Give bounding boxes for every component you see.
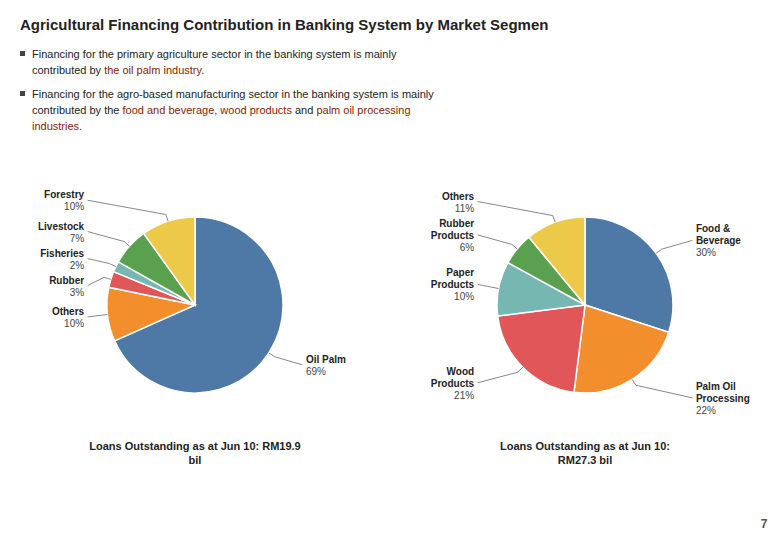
slice-label-line: Palm Oil (696, 381, 736, 392)
annotation-segment: Financing for the primary agriculture se… (32, 48, 397, 60)
annotation-line: contributed by the food and beverage, wo… (32, 104, 411, 116)
slices (107, 217, 283, 393)
slice-label-line: Fisheries (40, 248, 84, 259)
value-label: 11% (455, 203, 474, 214)
annotation-segment: Financing for the agro-based manufacturi… (32, 88, 434, 100)
leader-line (478, 235, 518, 249)
value-label: 22% (696, 405, 716, 416)
annotation-segment: and (292, 104, 316, 116)
slice-label-line: Oil Palm (306, 354, 346, 365)
slice-label-line: Others (442, 191, 475, 202)
slice-label: Livestock (38, 221, 85, 232)
pie-slice (574, 305, 669, 393)
value-label: 69% (306, 366, 326, 377)
annotation-segment: palm oil processing (316, 104, 410, 116)
pie-slice (498, 305, 585, 392)
pie-chart: Food &Beverage30% Palm OilProcessing22% Wo… (431, 191, 750, 416)
slice-label-line: Products (431, 378, 475, 389)
value-label: 10% (454, 291, 474, 302)
value-label: 7% (70, 233, 85, 244)
pie-slice (529, 217, 585, 305)
annotation-line: industries. (32, 120, 82, 132)
slice-label: Palm OilProcessing (696, 381, 750, 404)
slice-label-line: Forestry (44, 189, 84, 200)
annotation-segment: industries (32, 120, 80, 132)
annotation-segment: . (201, 64, 204, 76)
annotation-segment: . (79, 120, 82, 132)
slice-label-line: Products (431, 230, 475, 241)
slice-label-line: Processing (696, 393, 750, 404)
leader-line (269, 353, 303, 365)
caption-line: Loans Outstanding as at Jun 10: RM19.9 (89, 440, 301, 452)
leader-line (478, 284, 499, 288)
caption-line: Loans Outstanding as at Jun 10: (500, 440, 670, 452)
slice-label: Forestry (44, 189, 84, 200)
page-number: 7 (761, 517, 768, 531)
value-label: 10% (64, 201, 84, 212)
slice-label-line: Beverage (696, 235, 741, 246)
annotation-segment: contributed by (32, 64, 104, 76)
page: Agricultural Financing Contribution in B… (0, 0, 780, 540)
slice-label: Others (52, 306, 85, 317)
pie-chart: Oil Palm69%Others10%Rubber3%Fisheries2%L… (38, 189, 346, 393)
value-label: 6% (460, 242, 475, 253)
slice-label: Fisheries (40, 248, 84, 259)
caption-line: RM27.3 bil (558, 454, 612, 466)
bullet-marker (20, 51, 25, 56)
value-label: 21% (454, 390, 474, 401)
slice-label-line: Food & (696, 223, 730, 234)
leader-line (88, 315, 108, 317)
annotation-line: contributed by the oil palm industry. (32, 64, 204, 76)
slice-label-line: Products (431, 279, 475, 290)
slice-label-line: Others (52, 306, 85, 317)
data-labels: Oil Palm69%Others10%Rubber3%Fisheries2%L… (38, 189, 346, 377)
title: Agricultural Financing Contribution in B… (20, 16, 548, 33)
annotation-segment: food and beverage, wood products (123, 104, 293, 116)
slice-label: Others (442, 191, 475, 202)
annotation-segment: the oil palm industry (104, 64, 202, 76)
slices (497, 217, 673, 393)
pie-slice (144, 217, 195, 305)
slice-label-line: Wood (447, 366, 475, 377)
caption: Loans Outstanding as at Jun 10: RM27.3 bi… (500, 440, 670, 466)
leader-line (632, 379, 692, 398)
caption-line: bil (189, 454, 202, 466)
slice-label: WoodProducts (431, 366, 475, 389)
slice-label: RubberProducts (431, 218, 475, 241)
annotation-line: Financing for the agro-based manufacturi… (32, 88, 434, 100)
annotation-segment: contributed by the (32, 104, 123, 116)
leader-line (88, 232, 130, 247)
slice-label: Rubber (49, 275, 84, 286)
leader-line (88, 259, 116, 267)
value-label: 3% (70, 287, 85, 298)
value-label: 2% (70, 260, 85, 271)
leader-line (656, 240, 692, 253)
slice-label: Oil Palm (306, 354, 346, 365)
leader-line (88, 277, 111, 285)
slice-label-line: Rubber (49, 275, 84, 286)
slice-label: PaperProducts (431, 267, 475, 290)
leader-line (88, 200, 168, 221)
slice-label-line: Paper (446, 267, 474, 278)
leader-line (478, 202, 556, 223)
annotation-line: Financing for the primary agriculture se… (32, 48, 397, 60)
caption: Loans Outstanding as at Jun 10: RM19.9 bi… (89, 440, 301, 466)
bullet-marker (20, 91, 25, 96)
slice-label: Food &Beverage (696, 223, 741, 246)
slice-label-line: Livestock (38, 221, 85, 232)
slice-label-line: Rubber (439, 218, 474, 229)
value-label: 30% (696, 247, 716, 258)
data-labels: Food &Beverage30% Palm OilProcessing22% Wo… (431, 191, 750, 416)
value-label: 10% (64, 318, 84, 329)
leader-line (478, 367, 523, 383)
